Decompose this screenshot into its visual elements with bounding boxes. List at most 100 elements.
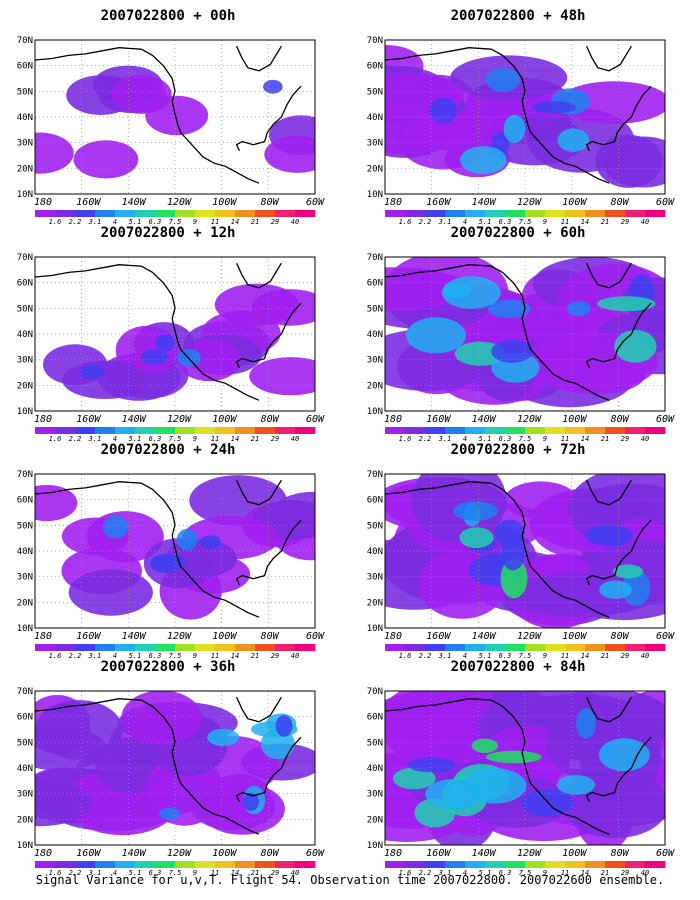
- variance-core: [491, 339, 533, 363]
- y-tick-label: 60N: [367, 496, 383, 506]
- colorbar-label: 11: [211, 869, 219, 877]
- colorbar-swatch: [485, 427, 506, 434]
- colorbar-swatch: [235, 644, 256, 651]
- variance-core: [200, 535, 222, 549]
- colorbar-swatch: [275, 644, 296, 651]
- variance-blob: [545, 703, 660, 783]
- y-tick-label: 10N: [17, 624, 33, 634]
- y-tick-label: 40N: [367, 113, 383, 123]
- variance-blob: [111, 75, 172, 114]
- colorbar-swatch: [425, 861, 446, 868]
- x-tick-label: 140W: [122, 197, 147, 208]
- colorbar-swatch: [545, 644, 566, 651]
- x-tick-label: 100W: [562, 414, 587, 425]
- colorbar-label: 5.1: [479, 869, 492, 877]
- colorbar-swatch: [75, 644, 96, 651]
- colorbar-swatch: [525, 861, 546, 868]
- colorbar-swatch: [545, 861, 566, 868]
- colorbar-label: 5.1: [129, 435, 142, 443]
- colorbar-swatch: [275, 861, 296, 868]
- plot-frame: [384, 473, 666, 629]
- y-tick-label: 20N: [367, 164, 383, 174]
- colorbar-swatch: [645, 861, 666, 868]
- colorbar-label: 1.6: [399, 435, 412, 443]
- colorbar-label: 7.5: [169, 218, 182, 226]
- colorbar-label: 3.1: [88, 435, 102, 443]
- x-tick-label: 140W: [122, 848, 147, 859]
- colorbar-label: 29: [271, 435, 279, 443]
- plot-frame: [34, 690, 316, 846]
- x-tick-label: 160W: [426, 631, 451, 642]
- colorbar-label: 40: [291, 869, 299, 877]
- colorbar-label: 29: [621, 869, 629, 877]
- coastline: [585, 85, 652, 152]
- x-tick-label: 140W: [472, 197, 497, 208]
- colorbar-swatch: [425, 427, 446, 434]
- colorbar-label: 29: [621, 435, 629, 443]
- variance-core: [557, 128, 590, 152]
- variance-blob: [249, 357, 315, 396]
- x-tick-label: 80W: [611, 848, 630, 859]
- colorbar-swatch: [55, 644, 76, 651]
- colorbar-swatch: [505, 427, 526, 434]
- y-tick-label: 50N: [17, 304, 33, 314]
- variance-core: [576, 708, 596, 739]
- colorbar-label: 14: [581, 435, 589, 443]
- colorbar-label: 5.1: [479, 652, 492, 660]
- colorbar-swatch: [485, 210, 506, 217]
- x-tick-label: 100W: [212, 848, 237, 859]
- colorbar-label: 29: [271, 218, 279, 226]
- colorbar-swatch: [75, 427, 96, 434]
- x-tick-label: 80W: [611, 414, 630, 425]
- colorbar-label: 3.1: [438, 435, 452, 443]
- colorbar-swatch: [175, 644, 196, 651]
- coastline: [34, 698, 142, 712]
- variance-core: [460, 146, 507, 175]
- colorbar-label: 6.3: [499, 652, 512, 660]
- y-tick-label: 20N: [367, 815, 383, 825]
- colorbar-label: 7.5: [169, 652, 182, 660]
- x-tick-label: 160W: [426, 848, 451, 859]
- x-tick-label: 160W: [76, 848, 101, 859]
- colorbar-swatch: [465, 861, 486, 868]
- y-tick-label: 40N: [367, 330, 383, 340]
- y-tick-label: 70N: [17, 687, 33, 697]
- variance-core: [155, 334, 176, 352]
- coastline: [491, 265, 610, 401]
- colorbar-swatch: [55, 210, 76, 217]
- colorbar-label: 1.6: [49, 218, 62, 226]
- variance-core: [599, 580, 632, 599]
- colorbar-label: 14: [231, 869, 239, 877]
- x-tick-label: 180: [384, 848, 402, 859]
- colorbar-swatch: [115, 644, 136, 651]
- colorbar-label: 14: [581, 869, 589, 877]
- variance-blob: [68, 569, 153, 616]
- x-tick-label: 140W: [122, 631, 147, 642]
- variance-core: [598, 738, 650, 772]
- panel-title: 2007022800 + 60h: [450, 225, 586, 241]
- colorbar-swatch: [585, 210, 606, 217]
- coastline: [384, 47, 492, 61]
- colorbar-swatch: [215, 427, 236, 434]
- x-tick-label: 100W: [562, 631, 587, 642]
- colorbar-swatch: [35, 210, 56, 217]
- variance-field: [35, 475, 315, 620]
- y-tick-label: 40N: [17, 764, 33, 774]
- colorbar-swatch: [215, 210, 236, 217]
- coastline: [236, 479, 282, 506]
- colorbar-swatch: [295, 861, 316, 868]
- colorbar-label: 6.3: [149, 435, 162, 443]
- map-panel: 2007022800 + 48h 70N 60N 50N 40N 30N 20N 10N 180…: [350, 8, 686, 226]
- variance-field: [35, 65, 315, 179]
- coastline: [34, 264, 142, 278]
- variance-blob: [557, 81, 665, 124]
- colorbar-label: 7.5: [169, 435, 182, 443]
- x-tick-label: 120W: [517, 848, 542, 859]
- map-panel: 2007022800 + 12h 70N 60N 50N 40N 30N 20N 10N 180…: [0, 225, 336, 443]
- x-tick-label: 180: [34, 197, 52, 208]
- colorbar-swatch: [485, 644, 506, 651]
- colorbar-label: 9: [543, 218, 547, 226]
